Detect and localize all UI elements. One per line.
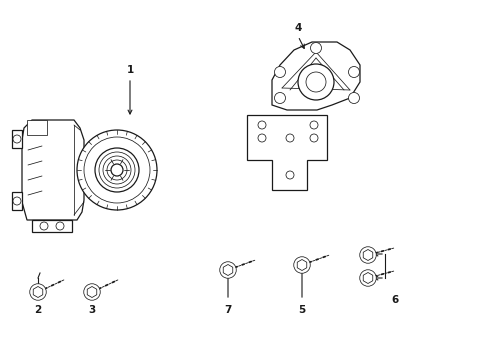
Text: 3: 3 bbox=[88, 305, 96, 315]
Circle shape bbox=[310, 42, 321, 54]
Circle shape bbox=[13, 197, 21, 205]
Circle shape bbox=[274, 93, 285, 104]
Text: 6: 6 bbox=[390, 295, 398, 305]
Circle shape bbox=[309, 134, 317, 142]
Circle shape bbox=[348, 93, 359, 104]
Circle shape bbox=[99, 152, 135, 188]
Text: 2: 2 bbox=[34, 305, 41, 315]
Polygon shape bbox=[246, 115, 326, 190]
Polygon shape bbox=[27, 120, 47, 135]
Circle shape bbox=[285, 134, 293, 142]
Polygon shape bbox=[22, 120, 84, 220]
Circle shape bbox=[359, 270, 375, 286]
Circle shape bbox=[274, 67, 285, 77]
Circle shape bbox=[348, 67, 359, 77]
Polygon shape bbox=[33, 287, 42, 297]
Polygon shape bbox=[12, 130, 22, 148]
Circle shape bbox=[305, 72, 325, 92]
Circle shape bbox=[285, 171, 293, 179]
Text: 1: 1 bbox=[126, 65, 133, 75]
Circle shape bbox=[359, 247, 375, 263]
Polygon shape bbox=[12, 192, 22, 210]
Circle shape bbox=[309, 121, 317, 129]
Circle shape bbox=[103, 156, 131, 184]
Circle shape bbox=[84, 137, 150, 203]
Polygon shape bbox=[223, 265, 232, 275]
Circle shape bbox=[258, 134, 265, 142]
Circle shape bbox=[30, 284, 46, 300]
Polygon shape bbox=[363, 273, 372, 284]
Circle shape bbox=[13, 135, 21, 143]
Circle shape bbox=[56, 222, 64, 230]
Circle shape bbox=[258, 121, 265, 129]
Circle shape bbox=[40, 222, 48, 230]
Circle shape bbox=[219, 262, 236, 278]
Circle shape bbox=[111, 164, 123, 176]
Polygon shape bbox=[87, 287, 97, 297]
Circle shape bbox=[83, 284, 100, 300]
Text: 7: 7 bbox=[224, 305, 231, 315]
Polygon shape bbox=[297, 260, 306, 270]
Circle shape bbox=[107, 160, 127, 180]
Circle shape bbox=[297, 64, 333, 100]
Text: 4: 4 bbox=[294, 23, 301, 33]
Circle shape bbox=[95, 148, 139, 192]
Text: 5: 5 bbox=[298, 305, 305, 315]
Polygon shape bbox=[271, 42, 359, 110]
Circle shape bbox=[293, 257, 309, 273]
Polygon shape bbox=[32, 220, 72, 232]
Polygon shape bbox=[363, 249, 372, 261]
Circle shape bbox=[77, 130, 157, 210]
